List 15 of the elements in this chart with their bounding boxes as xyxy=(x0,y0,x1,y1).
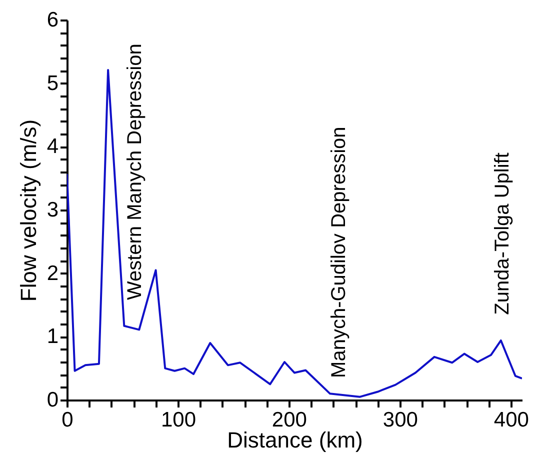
y-tick-label: 2 xyxy=(46,262,58,285)
y-tick-label: 5 xyxy=(46,72,58,95)
y-tick-label: 0 xyxy=(46,388,58,412)
x-tick-label: 100 xyxy=(160,408,196,432)
annotation: Western Manych Depression xyxy=(124,44,146,300)
y-axis-title: Flow velocity (m/s) xyxy=(16,119,41,302)
x-tick-label: 400 xyxy=(494,408,529,432)
annotation: Manych-Gudilov Depression xyxy=(328,126,350,378)
y-tick-label: 3 xyxy=(46,198,58,222)
x-tick-label: 300 xyxy=(382,408,418,432)
y-tick-label: 1 xyxy=(46,325,58,348)
y-tick-label: 4 xyxy=(46,135,59,158)
annotation: Zunda-Tolga Uplift xyxy=(491,152,514,315)
y-tick-label: 6 xyxy=(46,8,58,32)
x-tick-label: 0 xyxy=(62,408,74,432)
